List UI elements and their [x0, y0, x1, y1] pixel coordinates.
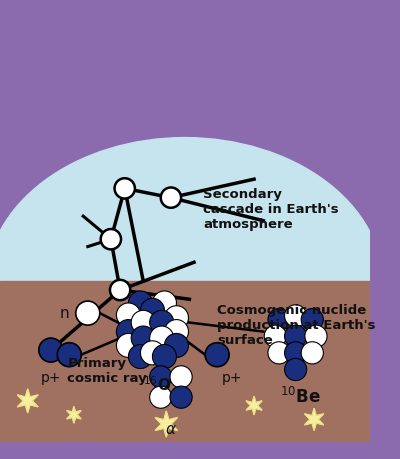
Circle shape: [76, 301, 100, 325]
Circle shape: [164, 333, 188, 358]
Circle shape: [150, 366, 172, 388]
Circle shape: [284, 342, 307, 364]
Circle shape: [57, 343, 81, 367]
Polygon shape: [246, 396, 262, 415]
Circle shape: [164, 319, 188, 344]
Circle shape: [39, 338, 63, 362]
Circle shape: [164, 306, 188, 330]
Circle shape: [152, 345, 176, 369]
Text: p+: p+: [40, 371, 61, 385]
Text: $^{10}$Be: $^{10}$Be: [280, 387, 321, 407]
Bar: [0, 281, 370, 442]
Circle shape: [161, 187, 181, 208]
Text: Primary
cosmic ray: Primary cosmic ray: [68, 358, 147, 386]
Circle shape: [170, 366, 192, 388]
Circle shape: [101, 229, 121, 249]
Ellipse shape: [0, 138, 384, 433]
Circle shape: [116, 303, 140, 327]
Circle shape: [116, 333, 140, 358]
Text: Secondary
cascade in Earth's
atmosphere: Secondary cascade in Earth's atmosphere: [203, 188, 339, 231]
Text: Cosmogenic nuclide
production at Earth's
surface: Cosmogenic nuclide production at Earth's…: [217, 304, 376, 347]
Polygon shape: [155, 411, 178, 437]
Circle shape: [170, 386, 192, 408]
Circle shape: [131, 326, 155, 350]
Circle shape: [205, 343, 229, 367]
Circle shape: [268, 342, 290, 364]
Circle shape: [128, 345, 152, 369]
Polygon shape: [304, 408, 324, 431]
Text: n: n: [60, 306, 69, 320]
Circle shape: [152, 291, 176, 315]
Circle shape: [305, 325, 327, 347]
Text: p+: p+: [222, 371, 242, 385]
Polygon shape: [67, 406, 81, 423]
Polygon shape: [17, 389, 38, 413]
Circle shape: [264, 325, 286, 347]
Circle shape: [110, 280, 130, 300]
Circle shape: [140, 341, 164, 365]
Circle shape: [131, 310, 155, 334]
Circle shape: [284, 325, 307, 347]
Circle shape: [150, 310, 174, 334]
Circle shape: [140, 298, 164, 322]
Circle shape: [116, 319, 140, 344]
Circle shape: [150, 326, 174, 350]
Circle shape: [301, 308, 323, 330]
Text: $^{16}$O: $^{16}$O: [143, 375, 171, 394]
Circle shape: [284, 305, 307, 327]
Circle shape: [301, 342, 323, 364]
Circle shape: [268, 308, 290, 330]
Circle shape: [128, 291, 152, 315]
Circle shape: [150, 386, 172, 408]
Circle shape: [114, 178, 135, 199]
Circle shape: [284, 358, 307, 381]
Text: $\alpha$: $\alpha$: [165, 422, 177, 437]
